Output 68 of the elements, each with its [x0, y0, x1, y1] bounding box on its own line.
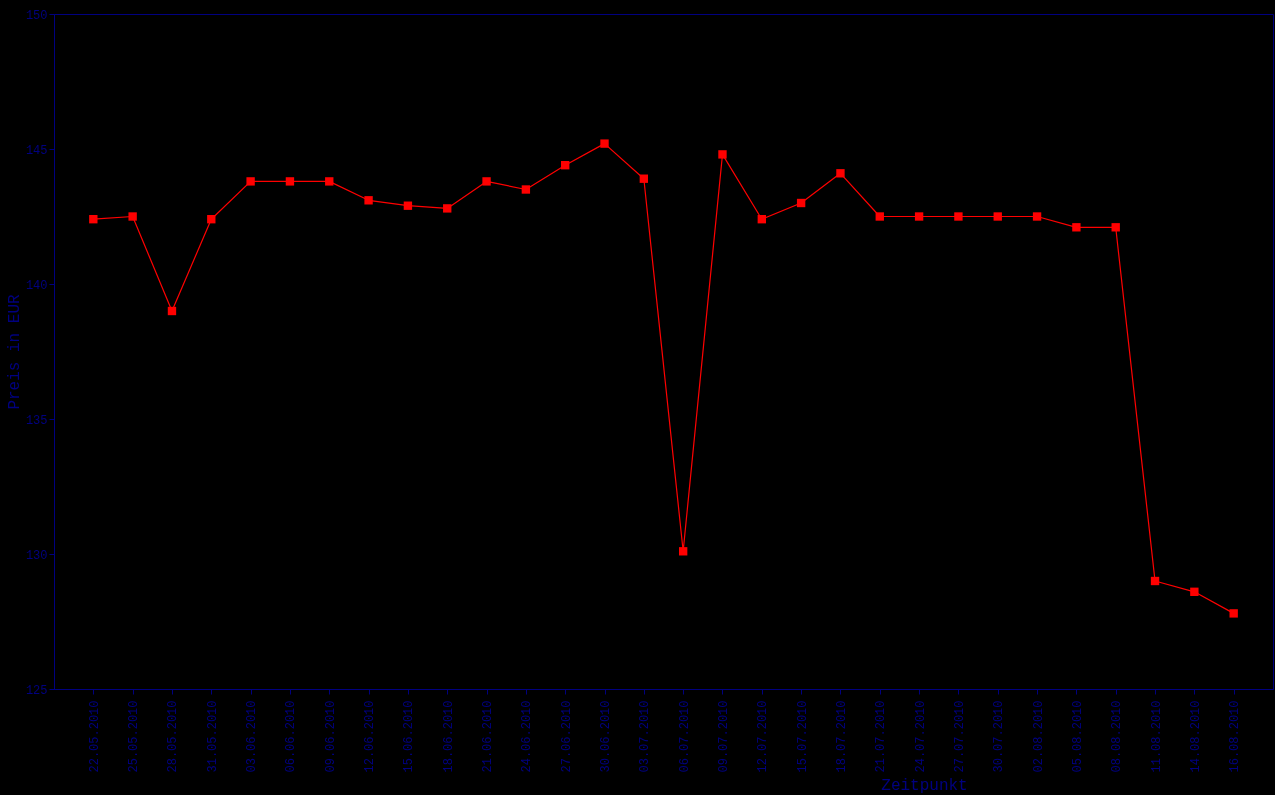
y-tick-label: 125 — [25, 683, 48, 698]
point — [954, 212, 963, 221]
point — [246, 177, 255, 186]
x-tick-label: 27.06.2010 — [559, 700, 574, 773]
x-tick-label: 30.07.2010 — [992, 700, 1007, 773]
x-tick-label: 06.06.2010 — [284, 700, 299, 773]
point — [600, 139, 609, 148]
point — [796, 198, 806, 208]
point — [678, 547, 688, 556]
point — [521, 185, 531, 194]
x-tick-label: 12.07.2010 — [756, 700, 771, 773]
point — [403, 201, 413, 210]
point — [1150, 576, 1160, 586]
point — [443, 204, 452, 213]
x-tick-label: 16.08.2010 — [1228, 700, 1243, 773]
x-tick-label: 25.05.2010 — [127, 700, 142, 773]
point — [1032, 212, 1042, 221]
x-tick-label: 22.05.2010 — [87, 700, 102, 773]
x-tick-label: 27.07.2010 — [952, 700, 967, 773]
x-tick-label: 30.06.2010 — [599, 700, 614, 773]
x-tick-label: 15.07.2010 — [795, 700, 810, 773]
point — [482, 177, 491, 186]
x-tick-label: 18.06.2010 — [441, 700, 456, 773]
x-tick-label: 18.07.2010 — [834, 700, 849, 773]
point — [1111, 223, 1120, 232]
y-tick-label: 150 — [25, 8, 48, 23]
y-tick-label: 140 — [25, 278, 48, 293]
point — [875, 212, 884, 221]
point — [364, 196, 373, 205]
x-tick-label: 24.07.2010 — [913, 700, 928, 773]
point — [993, 212, 1002, 221]
y-tick-label: 130 — [25, 548, 48, 563]
point — [207, 215, 216, 224]
point — [757, 215, 766, 224]
y-tick-label: 135 — [25, 413, 48, 428]
point — [639, 174, 649, 183]
point — [325, 177, 334, 186]
point — [1190, 587, 1199, 596]
point — [1229, 609, 1238, 618]
x-tick-label: 03.07.2010 — [638, 700, 653, 773]
point — [285, 177, 295, 186]
x-tick-label: 02.08.2010 — [1031, 700, 1046, 773]
x-tick-label: 06.07.2010 — [677, 700, 692, 773]
x-tick-label: 12.06.2010 — [363, 700, 378, 773]
x-tick-label: 21.06.2010 — [481, 700, 496, 773]
point — [836, 169, 845, 178]
point — [167, 306, 177, 316]
point — [89, 215, 98, 224]
point — [1072, 223, 1081, 232]
x-tick-label: 28.05.2010 — [166, 700, 181, 773]
x-tick-label: 11.08.2010 — [1149, 700, 1164, 773]
x-tick-label: 31.05.2010 — [205, 700, 220, 773]
point — [128, 212, 137, 221]
point — [718, 150, 727, 159]
x-tick-label: 09.06.2010 — [323, 700, 338, 773]
x-tick-label: 15.06.2010 — [402, 700, 417, 773]
x-tick-label: 24.06.2010 — [520, 700, 535, 773]
y-tick-label: 145 — [25, 143, 48, 158]
x-tick-label: 21.07.2010 — [874, 700, 889, 773]
x-tick-label: 03.06.2010 — [245, 700, 260, 773]
x-tick-label: 09.07.2010 — [716, 700, 731, 773]
y-axis-title: Preis in EUR — [5, 293, 24, 410]
x-tick-label: 05.08.2010 — [1070, 700, 1085, 773]
point — [561, 161, 570, 170]
x-tick-label: 14.08.2010 — [1188, 700, 1203, 773]
x-axis-title: Zeitpunkt — [881, 776, 968, 795]
point — [914, 212, 924, 221]
x-tick-label: 08.08.2010 — [1110, 700, 1125, 773]
